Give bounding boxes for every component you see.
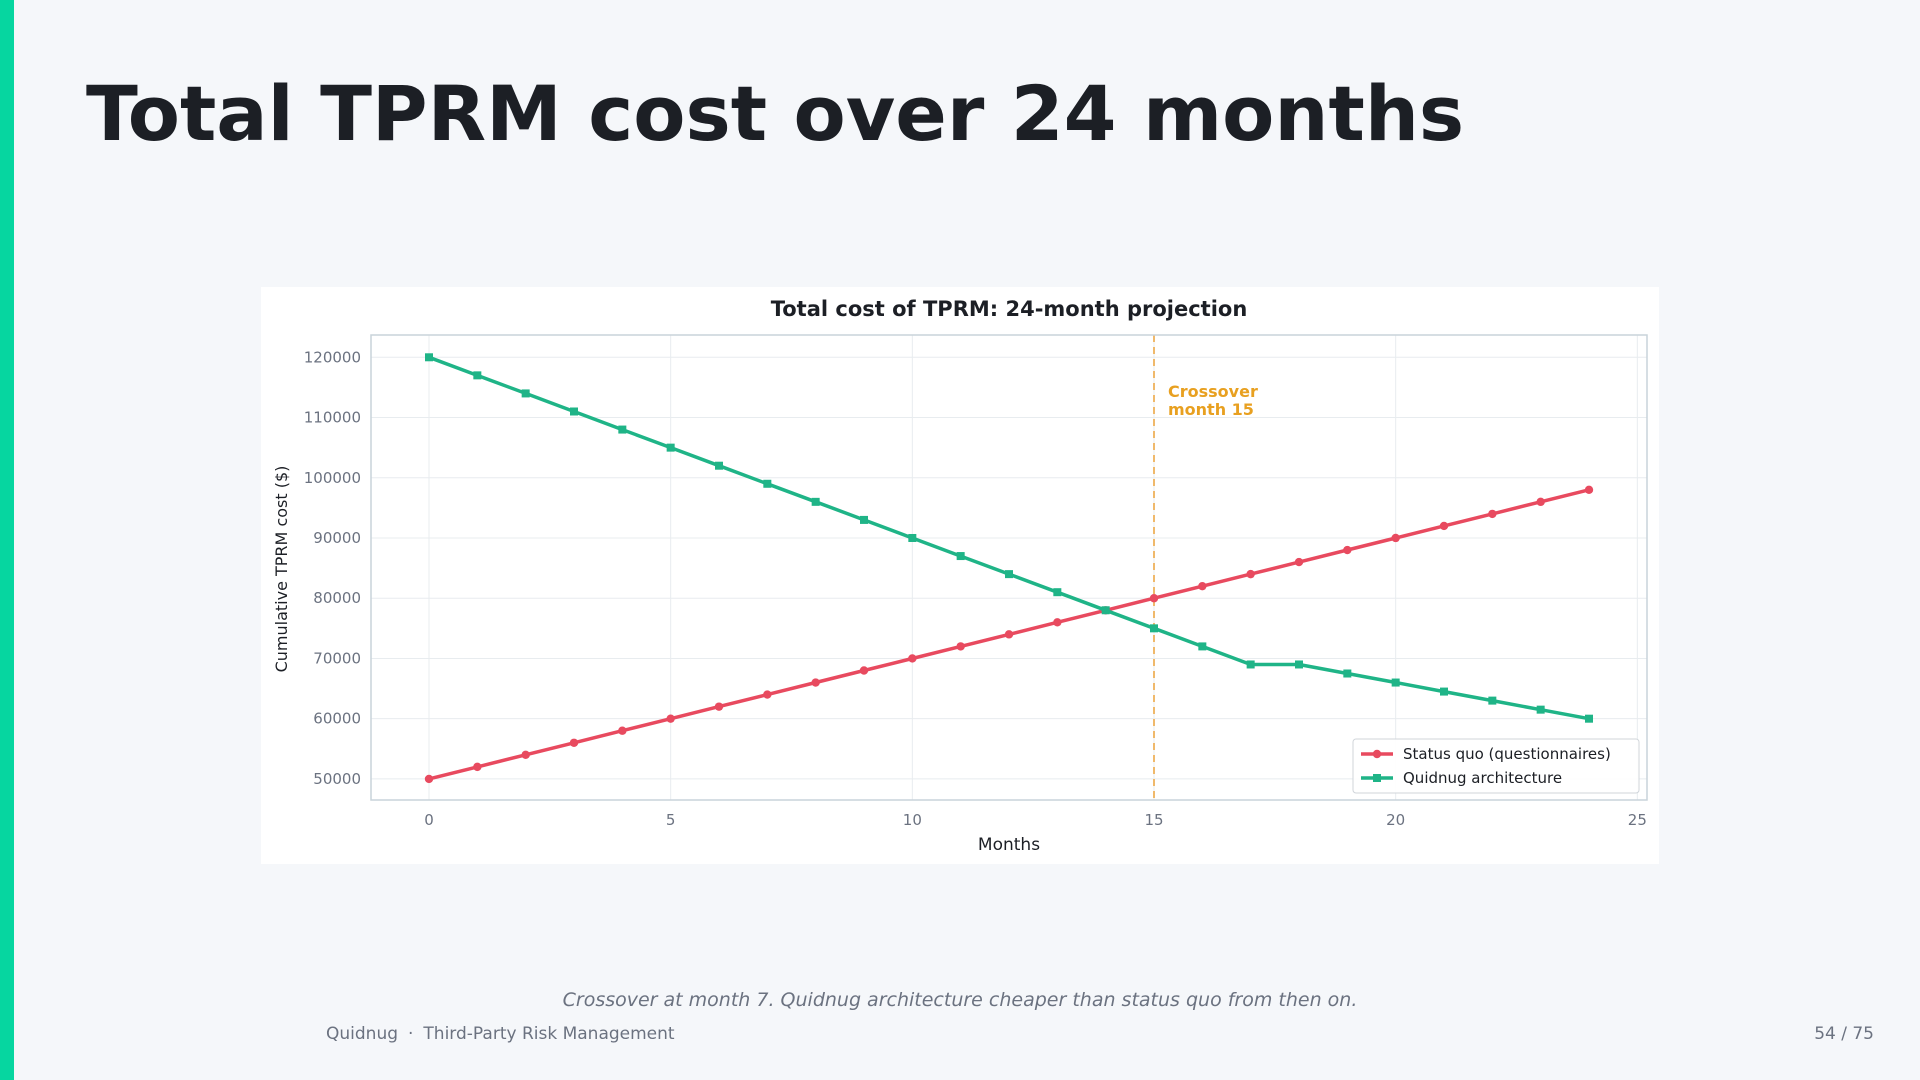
y-tick-label: 90000 bbox=[313, 529, 361, 547]
y-tick-label: 70000 bbox=[313, 649, 361, 667]
data-point bbox=[1536, 705, 1545, 714]
y-tick-label: 50000 bbox=[313, 770, 361, 788]
line-chart: Total cost of TPRM: 24-month projection … bbox=[272, 297, 1648, 855]
x-tick-label: 15 bbox=[1144, 811, 1163, 829]
x-tick-label: 25 bbox=[1628, 811, 1647, 829]
data-point bbox=[1198, 581, 1207, 591]
data-point bbox=[618, 425, 627, 434]
plot-frame bbox=[370, 334, 1648, 801]
y-tick-label: 60000 bbox=[313, 710, 361, 728]
data-point bbox=[1584, 485, 1594, 494]
x-tick-label: 20 bbox=[1386, 811, 1405, 829]
data-point bbox=[1391, 533, 1400, 543]
y-tick-label: 120000 bbox=[304, 348, 361, 366]
chart-ticks: 0 5 10 15 20 25 50000 60000 70000 80000 90000 10000… bbox=[304, 348, 1647, 829]
accent-bar bbox=[0, 0, 14, 1080]
data-point bbox=[1005, 570, 1013, 579]
chart-legend: Status quo (questionnaires) Quidnug archi… bbox=[1352, 738, 1640, 794]
data-point bbox=[424, 774, 434, 784]
data-point bbox=[1585, 714, 1593, 723]
data-point bbox=[1004, 630, 1014, 639]
data-point bbox=[618, 726, 627, 735]
footer-left: Quidnug · Third-Party Risk Management bbox=[326, 1024, 675, 1044]
page-indicator: 54 / 75 bbox=[1814, 1024, 1874, 1044]
chart-series bbox=[424, 353, 1594, 784]
legend-swatch-marker bbox=[1372, 749, 1382, 759]
x-tick-label: 10 bbox=[903, 811, 922, 829]
data-point bbox=[1053, 588, 1062, 597]
chart-title: Total cost of TPRM: 24-month projection bbox=[771, 297, 1248, 321]
legend-label: Quidnug architecture bbox=[1403, 769, 1562, 787]
data-point bbox=[1295, 660, 1303, 669]
legend-item: Quidnug architecture bbox=[1361, 769, 1562, 787]
footer-brand: Quidnug bbox=[326, 1024, 399, 1044]
data-point bbox=[666, 714, 675, 723]
legend-item: Status quo (questionnaires) bbox=[1361, 745, 1611, 763]
x-tick-label: 0 bbox=[424, 811, 434, 829]
x-tick-label: 5 bbox=[666, 811, 676, 829]
series-1 bbox=[425, 353, 1593, 723]
data-point bbox=[908, 654, 917, 663]
y-tick-label: 110000 bbox=[304, 409, 361, 427]
data-point bbox=[1536, 497, 1545, 507]
x-axis-label: Months bbox=[978, 835, 1040, 855]
data-point bbox=[1246, 660, 1255, 669]
data-point bbox=[425, 353, 433, 362]
data-point bbox=[473, 762, 482, 772]
y-axis-label: Cumulative TPRM cost ($) bbox=[272, 466, 291, 673]
data-point bbox=[1246, 569, 1255, 579]
data-point bbox=[1440, 687, 1448, 696]
data-point bbox=[956, 552, 965, 561]
data-point bbox=[1391, 678, 1400, 687]
data-point bbox=[473, 371, 482, 380]
series-0 bbox=[424, 485, 1594, 784]
data-point bbox=[570, 407, 578, 416]
legend-box bbox=[1352, 738, 1640, 794]
legend-swatch-marker bbox=[1373, 774, 1381, 782]
data-point bbox=[811, 678, 820, 687]
data-point bbox=[1198, 642, 1207, 651]
y-tick-label: 80000 bbox=[313, 589, 361, 607]
slide-title: Total TPRM cost over 24 months bbox=[86, 69, 1465, 158]
data-point bbox=[1488, 509, 1497, 519]
footer-section: Third-Party Risk Management bbox=[423, 1024, 675, 1044]
data-point bbox=[1053, 618, 1062, 627]
data-point bbox=[860, 515, 868, 524]
data-point bbox=[1294, 557, 1304, 567]
data-point bbox=[811, 497, 820, 506]
chart-panel: Total cost of TPRM: 24-month projection … bbox=[261, 287, 1659, 864]
data-point bbox=[859, 666, 869, 675]
data-point bbox=[521, 750, 530, 760]
data-point bbox=[908, 533, 917, 542]
data-point bbox=[715, 461, 723, 470]
crossover-label-line2: month 15 bbox=[1168, 400, 1254, 419]
data-point bbox=[714, 702, 724, 711]
footer-separator: · bbox=[408, 1024, 414, 1044]
data-point bbox=[1150, 624, 1158, 633]
data-point bbox=[1488, 696, 1497, 705]
data-point bbox=[763, 690, 772, 699]
data-point bbox=[569, 738, 579, 747]
data-point bbox=[956, 642, 965, 651]
crossover-label-line1: Crossover bbox=[1168, 382, 1258, 401]
slide-caption: Crossover at month 7. Quidnug architectu… bbox=[562, 989, 1358, 1011]
data-point bbox=[1343, 545, 1352, 555]
chart-grid bbox=[371, 335, 1647, 800]
data-point bbox=[1101, 606, 1110, 615]
legend-label: Status quo (questionnaires) bbox=[1403, 745, 1611, 763]
data-point bbox=[1343, 669, 1352, 678]
data-point bbox=[1439, 521, 1449, 531]
data-point bbox=[1149, 594, 1159, 603]
data-point bbox=[521, 389, 530, 398]
y-tick-label: 100000 bbox=[304, 469, 361, 487]
data-point bbox=[666, 443, 675, 452]
data-point bbox=[763, 479, 772, 488]
